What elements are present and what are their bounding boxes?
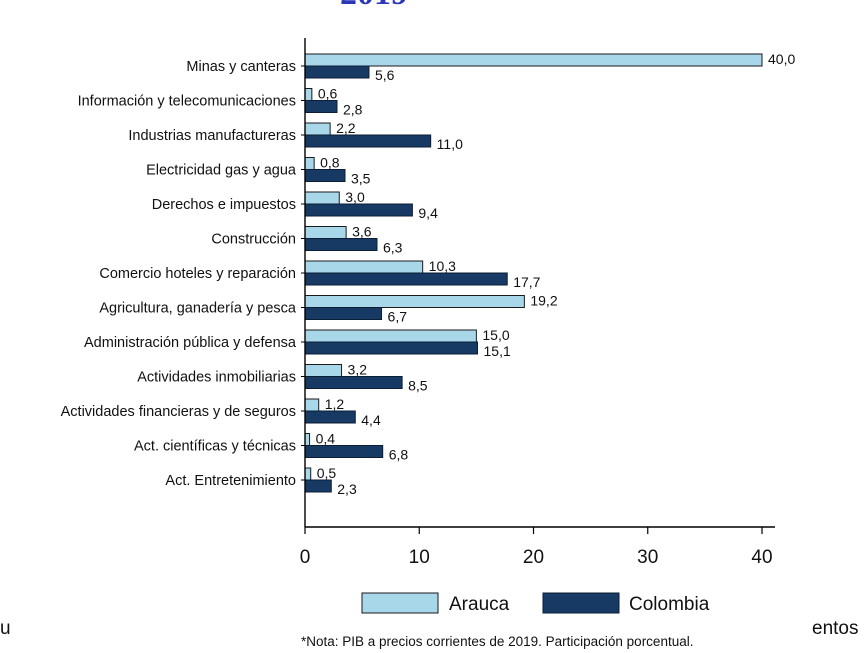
category-label: Minas y canteras bbox=[186, 59, 296, 75]
value-label-colombia: 2,8 bbox=[343, 102, 363, 118]
category-label: Act. Entretenimiento bbox=[165, 473, 296, 489]
bar-arauca bbox=[304, 53, 763, 67]
value-label-colombia: 9,4 bbox=[418, 205, 438, 221]
legend-swatch-arauca bbox=[361, 592, 439, 614]
value-label-arauca: 0,5 bbox=[317, 465, 337, 481]
value-label-colombia: 2,3 bbox=[337, 481, 357, 497]
bar-arauca bbox=[304, 260, 424, 274]
bar-arauca bbox=[304, 329, 477, 343]
x-tick-label: 10 bbox=[409, 547, 430, 568]
category-label: Derechos e impuestos bbox=[152, 197, 296, 213]
bar-colombia bbox=[304, 341, 479, 355]
value-label-colombia: 4,4 bbox=[361, 412, 381, 428]
value-label-arauca: 3,2 bbox=[348, 362, 368, 378]
value-label-colombia: 6,3 bbox=[383, 240, 403, 256]
value-label-arauca: 40,0 bbox=[768, 51, 795, 67]
bar-arauca bbox=[304, 467, 312, 481]
value-label-colombia: 3,5 bbox=[351, 171, 371, 187]
bar-colombia bbox=[304, 169, 346, 182]
value-label-arauca: 3,6 bbox=[352, 224, 372, 240]
bar-arauca bbox=[304, 364, 343, 377]
category-labels: Minas y canteras Información y telecomuni… bbox=[61, 59, 305, 489]
category-label: Administración pública y defensa bbox=[84, 335, 297, 351]
x-tick-label: 0 bbox=[300, 547, 311, 568]
value-label-colombia: 5,6 bbox=[375, 67, 395, 83]
value-label-arauca: 15,0 bbox=[482, 327, 509, 343]
legend-swatch-colombia bbox=[542, 592, 620, 614]
value-label-colombia: 8,5 bbox=[408, 378, 428, 394]
bar-colombia bbox=[304, 203, 413, 217]
category-label: Construcción bbox=[211, 232, 296, 248]
category-label: Act. científicas y técnicas bbox=[134, 439, 296, 455]
bar-colombia bbox=[304, 376, 403, 389]
value-label-colombia: 17,7 bbox=[513, 274, 540, 290]
x-tick-label: 30 bbox=[637, 547, 658, 568]
value-label-arauca: 0,8 bbox=[320, 155, 340, 171]
category-label: Actividades financieras y de seguros bbox=[61, 404, 296, 420]
category-label: Comercio hoteles y reparación bbox=[99, 266, 296, 282]
category-label: Agricultura, ganadería y pesca bbox=[99, 301, 297, 317]
bar-arauca bbox=[304, 88, 313, 101]
value-label-arauca: 0,6 bbox=[318, 86, 338, 102]
value-label-colombia: 11,0 bbox=[437, 136, 463, 152]
bar-colombia bbox=[304, 410, 356, 424]
bar-colombia bbox=[304, 307, 383, 320]
category-label: Actividades inmobiliarias bbox=[137, 370, 296, 386]
bar-colombia bbox=[304, 238, 378, 251]
chart-title-fragment: 2019 bbox=[340, 0, 408, 12]
value-label-arauca: 10,3 bbox=[429, 258, 456, 274]
bar-colombia bbox=[304, 100, 338, 113]
value-label-arauca: 19,2 bbox=[530, 293, 557, 309]
value-label-arauca: 0,4 bbox=[316, 431, 336, 447]
value-label-colombia: 15,1 bbox=[484, 343, 511, 359]
chart-note: *Nota: PIB a precios corrientes de 2019.… bbox=[301, 634, 693, 649]
category-label: Electricidad gas y agua bbox=[146, 163, 297, 179]
bar-arauca bbox=[304, 295, 525, 308]
bar-arauca bbox=[304, 398, 320, 412]
legend-label-arauca: Arauca bbox=[449, 594, 510, 615]
legend: Arauca Colombia bbox=[361, 592, 710, 615]
value-label-colombia: 6,7 bbox=[388, 309, 408, 325]
value-label-arauca: 3,0 bbox=[345, 189, 365, 205]
bar-colombia bbox=[304, 445, 384, 458]
bar-arauca bbox=[304, 157, 315, 170]
bars bbox=[304, 53, 763, 493]
bar-arauca bbox=[304, 122, 331, 136]
value-label-colombia: 6,8 bbox=[389, 447, 409, 463]
right-text-fragment: entos bbox=[812, 618, 858, 639]
legend-label-colombia: Colombia bbox=[629, 594, 710, 615]
category-label: Industrias manufactureras bbox=[128, 128, 296, 144]
bar-colombia bbox=[304, 479, 332, 493]
x-tick-label: 40 bbox=[751, 547, 772, 568]
x-axis-ticks: 0 10 20 30 40 bbox=[300, 527, 773, 568]
value-label-arauca: 1,2 bbox=[325, 396, 345, 412]
value-labels: 40,0 5,6 0,6 2,8 2,2 11,0 0,8 3,5 3,0 9,4 3,6 6,3 10… bbox=[316, 51, 796, 497]
value-label-arauca: 2,2 bbox=[336, 120, 356, 136]
left-text-fragment: u bbox=[0, 618, 11, 639]
bar-colombia bbox=[304, 134, 432, 148]
category-label: Información y telecomunicaciones bbox=[78, 94, 296, 110]
bar-arauca bbox=[304, 226, 347, 239]
bar-colombia bbox=[304, 272, 508, 286]
x-tick-label: 20 bbox=[523, 547, 544, 568]
bar-arauca bbox=[304, 191, 340, 205]
bar-colombia bbox=[304, 65, 370, 79]
